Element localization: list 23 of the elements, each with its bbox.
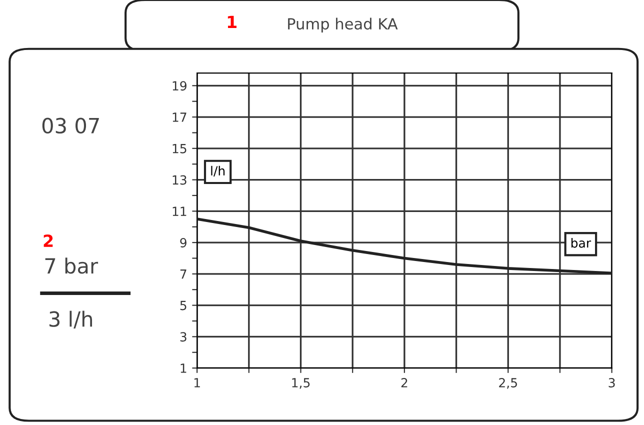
text: 1 xyxy=(228,16,236,28)
x-tick-label: 2,5 xyxy=(499,378,517,389)
y-tick-label: 3 xyxy=(180,332,186,342)
annotation: bar xyxy=(571,238,592,248)
x-tick-label: 1 xyxy=(194,378,200,388)
x-tick-label: 1,5 xyxy=(292,378,310,389)
y-tick-label: 13 xyxy=(172,175,186,185)
y-tick-label: 7 xyxy=(180,270,186,279)
y-tick-label: 19 xyxy=(172,81,186,91)
text: 3 l/h xyxy=(49,310,92,329)
y-tick-label: 11 xyxy=(172,206,186,216)
text: 03 07 xyxy=(42,118,99,134)
y-tick-label: 5 xyxy=(180,300,186,310)
y-tick-label: 15 xyxy=(172,144,186,154)
annotation: l/h xyxy=(211,166,225,177)
chart-title: Pump head KA xyxy=(288,18,398,33)
y-tick-label: 9 xyxy=(180,238,186,248)
text: 7 bar xyxy=(45,258,98,274)
x-tick-label: 3 xyxy=(608,378,615,388)
y-tick-label: 17 xyxy=(172,112,186,122)
x-tick-label: 2 xyxy=(401,378,408,388)
y-tick-label: 1 xyxy=(180,364,186,373)
text: 2 xyxy=(44,234,53,247)
